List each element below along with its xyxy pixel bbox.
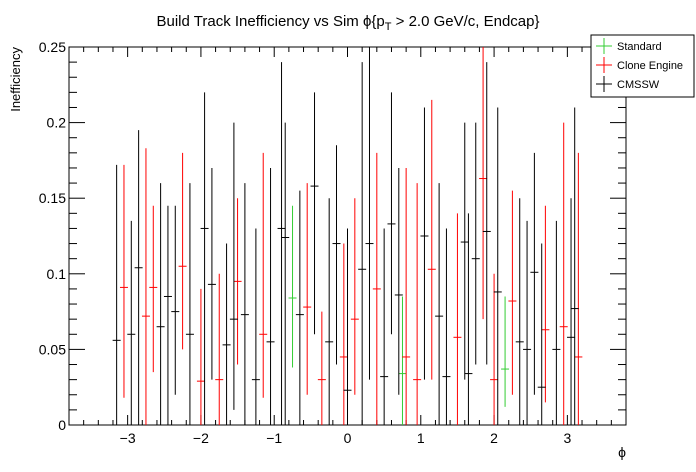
legend-entry-label: Clone Engine xyxy=(617,60,683,72)
series-cmssw xyxy=(112,47,579,425)
x-tick-label: −3 xyxy=(120,430,136,446)
y-tick-label: 0.05 xyxy=(39,341,66,357)
x-axis-label: ϕ xyxy=(618,444,626,460)
x-tick-label: 3 xyxy=(563,430,571,446)
x-tick-label: 2 xyxy=(490,430,498,446)
chart-title-pre: Build Track Inefficiency vs Sim xyxy=(157,13,363,30)
series-clone-engine xyxy=(119,47,583,425)
chart-title: Build Track Inefficiency vs Sim ϕ{pT > 2… xyxy=(157,13,540,33)
legend-box xyxy=(590,34,695,98)
legend-entry-label: Standard xyxy=(617,41,662,53)
x-tick-label: −2 xyxy=(193,430,209,446)
series-standard xyxy=(288,205,510,425)
chart-title-sub: T xyxy=(385,21,392,33)
x-tick-label: −1 xyxy=(266,430,282,446)
y-tick-label: 0.15 xyxy=(39,190,66,206)
y-tick-label: 0.2 xyxy=(47,115,67,131)
y-tick-label: 0.1 xyxy=(47,266,67,282)
x-tick-label: 1 xyxy=(417,430,425,446)
chart-title-phi: ϕ xyxy=(363,13,371,30)
x-axis-ticks: −3 −2 −1 0 1 2 3 xyxy=(83,47,627,446)
series-layer xyxy=(112,47,583,425)
y-tick-label: 0 xyxy=(58,417,66,433)
y-axis-ticks: 0 0.05 0.1 0.15 0.2 0.25 xyxy=(39,39,626,433)
legend: Standard Clone Engine CMSSW xyxy=(590,34,695,98)
y-axis-label: Inefficiency xyxy=(8,47,23,112)
chart-title-post: > 2.0 GeV/c, Endcap} xyxy=(391,13,539,30)
x-tick-label: 0 xyxy=(344,430,352,446)
legend-entry-label: CMSSW xyxy=(617,79,660,91)
y-tick-label: 0.25 xyxy=(39,39,66,55)
chart-title-brace: {p xyxy=(371,13,384,30)
